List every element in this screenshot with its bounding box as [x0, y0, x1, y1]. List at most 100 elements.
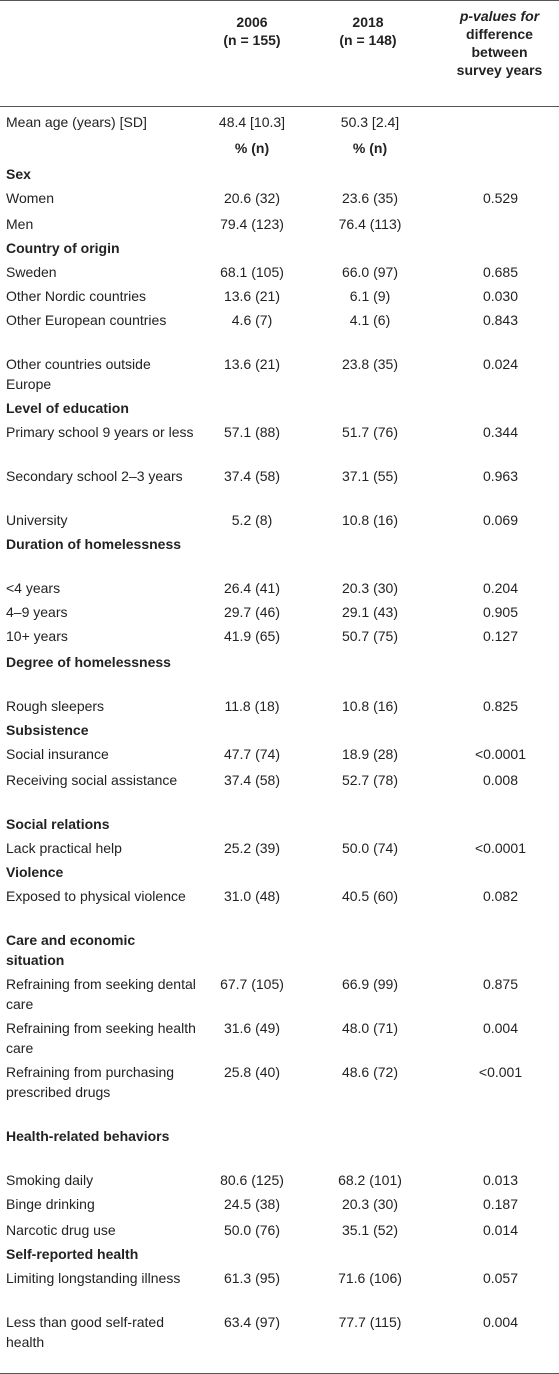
value-2006: 11.8 (18)	[224, 698, 280, 714]
row-label: Country of origin	[6, 240, 120, 256]
value-2006: 68.1 (105)	[220, 264, 284, 280]
section-header-row: Degree of homelessness	[0, 652, 559, 696]
p-value: 0.963	[482, 468, 519, 484]
value-2006: 20.6 (32)	[223, 190, 281, 206]
table-row: <4 years 26.4 (41) 20.3 (30) 0.204	[0, 578, 559, 602]
value-2018: 50.3 [2.4]	[340, 114, 400, 130]
row-label: Sex	[6, 166, 31, 182]
row-label: Other European countries	[6, 312, 167, 328]
top-rule	[0, 0, 559, 1]
p-value: 0.344	[482, 424, 519, 440]
table-row: Binge drinking 24.5 (38) 20.3 (30) 0.187	[0, 1194, 559, 1220]
row-label: Mean age (years) [SD]	[6, 114, 147, 130]
value-2006: 5.2 (8)	[231, 512, 273, 528]
value-2006: 67.7 (105)	[220, 976, 284, 992]
section-header-row: Violence	[0, 862, 559, 886]
value-2018: 10.8 (16)	[341, 698, 399, 714]
row-label: Social relations	[6, 816, 110, 832]
header-2006: 2006 (n = 155)	[200, 13, 304, 49]
p-value: 0.204	[482, 580, 519, 596]
value-2006: 80.6 (125)	[220, 1172, 284, 1188]
table-row: 10+ years 41.9 (65) 50.7 (75) 0.127	[0, 626, 559, 652]
value-2018: 48.6 (72)	[341, 1064, 399, 1080]
value-2018: 6.1 (9)	[349, 288, 391, 304]
header-2018-year: 2018	[352, 14, 384, 30]
row-label: Limiting longstanding illness	[6, 1270, 181, 1286]
table-row: Refraining from seeking health care 31.6 …	[0, 1018, 559, 1062]
row-label: Other countries outside Europe	[6, 356, 151, 392]
value-2018: 18.9 (28)	[341, 746, 399, 762]
value-2018: 29.1 (43)	[341, 604, 399, 620]
table-row: Other European countries 4.6 (7) 4.1 (6) 0.…	[0, 310, 559, 354]
table-row: Narcotic drug use 50.0 (76) 35.1 (52) 0.014	[0, 1220, 559, 1244]
row-label: Level of education	[6, 400, 129, 416]
row-label: Refraining from seeking health care	[6, 1020, 196, 1056]
value-2006: 25.8 (40)	[223, 1064, 281, 1080]
header-2018: 2018 (n = 148)	[316, 13, 420, 49]
value-2018: 48.0 (71)	[341, 1020, 399, 1036]
section-header-row: Sex	[0, 164, 559, 188]
header-pvalues-line2: difference	[466, 26, 533, 42]
table-row: Limiting longstanding illness 61.3 (95) 71…	[0, 1268, 559, 1312]
p-value: 0.685	[482, 264, 519, 280]
p-value: 0.825	[482, 698, 519, 714]
p-value: 0.013	[482, 1172, 519, 1188]
value-2018: 35.1 (52)	[341, 1222, 399, 1238]
row-label: Lack practical help	[6, 840, 122, 856]
value-2018: 71.6 (106)	[338, 1270, 402, 1286]
row-label: Care and economic situation	[6, 932, 136, 968]
row-label: Women	[6, 190, 54, 206]
row-label: <4 years	[6, 580, 61, 596]
value-2006: 41.9 (65)	[223, 628, 281, 644]
value-2006: 31.6 (49)	[223, 1020, 281, 1036]
header-2006-n: (n = 155)	[223, 32, 281, 48]
value-2018: 40.5 (60)	[341, 888, 399, 904]
header-pvalues-line4: survey years	[456, 62, 543, 78]
value-2006: 13.6 (21)	[223, 356, 281, 372]
table-row: % (n) % (n)	[0, 138, 559, 164]
row-label: Duration of homelessness	[6, 536, 182, 552]
section-header-row: Duration of homelessness	[0, 534, 559, 578]
value-2018: 66.0 (97)	[341, 264, 399, 280]
table-row: Exposed to physical violence 31.0 (48) 40.…	[0, 886, 559, 930]
p-value: 0.127	[482, 628, 519, 644]
p-value: <0.0001	[475, 746, 526, 762]
value-2018: 52.7 (78)	[341, 772, 399, 788]
table-row: Sweden 68.1 (105) 66.0 (97) 0.685	[0, 262, 559, 286]
row-label: Violence	[6, 864, 64, 880]
value-2018: 23.8 (35)	[341, 356, 399, 372]
value-2006: 57.1 (88)	[223, 424, 281, 440]
table-body: Mean age (years) [SD] 48.4 [10.3] 50.3 [2.…	[0, 112, 559, 1356]
table-row: Women 20.6 (32) 23.6 (35) 0.529	[0, 188, 559, 214]
section-header-row: Health-related behaviors	[0, 1126, 559, 1170]
row-label: Smoking daily	[6, 1172, 94, 1188]
value-2006: 61.3 (95)	[223, 1270, 281, 1286]
row-label: Degree of homelessness	[6, 654, 171, 670]
section-header-row: Subsistence	[0, 720, 559, 744]
value-2006: 25.2 (39)	[223, 840, 281, 856]
row-label: Secondary school 2–3 years	[6, 468, 183, 484]
value-2018: 50.7 (75)	[341, 628, 399, 644]
value-2006: 50.0 (76)	[223, 1222, 281, 1238]
value-2006: 47.7 (74)	[223, 746, 281, 762]
header-pvalues-line3: between	[471, 44, 528, 60]
p-value: 0.014	[482, 1222, 519, 1238]
value-2006: 29.7 (46)	[223, 604, 281, 620]
header-2018-n: (n = 148)	[339, 32, 397, 48]
row-label: Receiving social assistance	[6, 772, 178, 788]
value-2006: 37.4 (58)	[223, 772, 281, 788]
header-2006-year: 2006	[236, 14, 268, 30]
value-2018: 10.8 (16)	[341, 512, 399, 528]
p-value: 0.069	[482, 512, 519, 528]
table-row: University 5.2 (8) 10.8 (16) 0.069	[0, 510, 559, 534]
value-2006: 63.4 (97)	[223, 1314, 281, 1330]
table-row: Social insurance 47.7 (74) 18.9 (28) <0.000…	[0, 744, 559, 770]
value-2006: 48.4 [10.3]	[218, 114, 286, 130]
row-label: Other Nordic countries	[6, 288, 147, 304]
value-2018: 37.1 (55)	[341, 468, 399, 484]
row-label: Men	[6, 216, 34, 232]
value-2018: 51.7 (76)	[341, 424, 399, 440]
header-pvalues: p-values for difference between survey y…	[440, 7, 559, 79]
row-label: Refraining from seeking dental care	[6, 976, 196, 1012]
